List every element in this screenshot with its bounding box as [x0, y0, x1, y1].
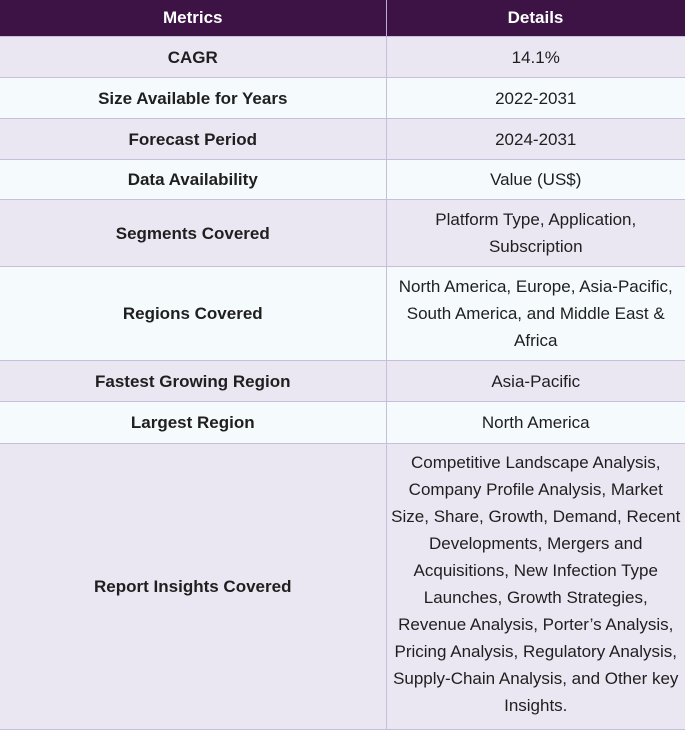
- metric-cell: Fastest Growing Region: [0, 360, 387, 402]
- metric-cell: Data Availability: [0, 159, 387, 200]
- table-row: Forecast Period 2024-2031: [0, 118, 685, 160]
- header-metrics: Metrics: [0, 0, 387, 37]
- table-row: Segments Covered Platform Type, Applicat…: [0, 199, 685, 267]
- table-row: Report Insights Covered Competitive Land…: [0, 443, 685, 730]
- table-row: Fastest Growing Region Asia-Pacific: [0, 360, 685, 402]
- metric-cell: CAGR: [0, 36, 387, 78]
- header-details: Details: [385, 0, 685, 37]
- detail-cell: 14.1%: [385, 36, 685, 78]
- table-row: Data Availability Value (US$): [0, 159, 685, 200]
- detail-cell: Asia-Pacific: [385, 360, 685, 402]
- metric-cell: Largest Region: [0, 401, 387, 444]
- metric-cell: Regions Covered: [0, 266, 387, 361]
- table-row: Largest Region North America: [0, 401, 685, 444]
- metric-cell: Segments Covered: [0, 199, 387, 267]
- detail-cell: Platform Type, Application, Subscription: [385, 199, 685, 267]
- detail-cell: 2022-2031: [385, 77, 685, 119]
- metric-cell: Report Insights Covered: [0, 443, 387, 730]
- metric-cell: Size Available for Years: [0, 77, 387, 119]
- detail-cell: 2024-2031: [385, 118, 685, 160]
- metric-cell: Forecast Period: [0, 118, 387, 160]
- table-row: CAGR 14.1%: [0, 36, 685, 78]
- detail-cell: Competitive Landscape Analysis, Company …: [385, 443, 685, 730]
- table-row: Regions Covered North America, Europe, A…: [0, 266, 685, 361]
- detail-cell: North America, Europe, Asia-Pacific, Sou…: [385, 266, 685, 361]
- table-header-row: Metrics Details: [0, 0, 685, 37]
- table-row: Size Available for Years 2022-2031: [0, 77, 685, 119]
- detail-cell: North America: [385, 401, 685, 444]
- detail-cell: Value (US$): [385, 159, 685, 200]
